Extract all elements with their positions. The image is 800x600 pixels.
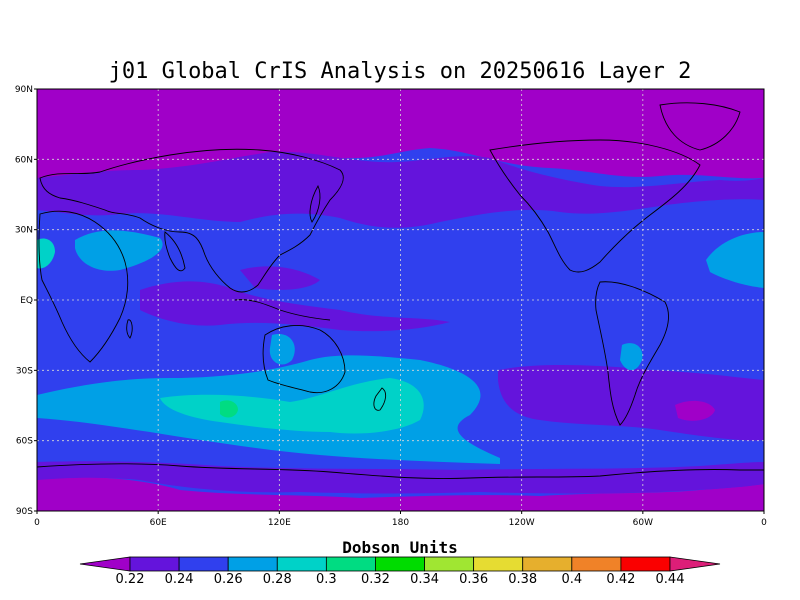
lat-tick-label: 30S [16,366,33,376]
south-america-band [620,343,643,371]
india-coastline [164,231,186,272]
lon-tick-label: 120W [509,518,535,528]
lon-tick-label: 60E [150,518,167,528]
colorbar-label: 0.34 [410,572,439,587]
new-zealand-coastline [373,387,387,411]
lat-tick-label: 90S [16,507,33,517]
lon-tick-label: 0 [34,518,40,528]
colorbar-label: 0.38 [508,572,537,587]
colorbar-swatch [522,556,573,572]
colorbar-label: 0.42 [606,572,635,587]
colorbar-label: 0.44 [656,572,685,587]
greenland-coastline [659,102,741,151]
colorbar-swatch [129,556,180,572]
lat-tick-label: EQ [20,296,33,306]
atlantic-east-band [706,232,764,288]
colorbar-label: 0.26 [214,572,243,587]
coastlines [37,102,764,479]
lat-tick-label: 90N [15,85,33,95]
map-gridlines [37,89,764,511]
antarctica-coastline [37,463,764,479]
indian-ocean-green-spot [220,400,238,418]
arabia-band [75,230,163,271]
colorbar-swatch [178,556,229,572]
antarctic-low-region [37,477,764,511]
colorbar-label: 0.24 [165,572,194,587]
north-america-coastline [489,139,701,273]
colorbar: 0.22 0.24 0.26 0.28 0.3 0.32 0.34 0.36 0.38 0.4 0.… [79,556,721,587]
madagascar-coastline [126,319,133,339]
lon-tick-label: 0 [761,518,767,528]
south-america-coastline [595,281,670,426]
lat-tick-label: 60N [15,155,33,165]
western-pacific-low-region [240,266,320,290]
japan-coastline [309,185,321,223]
colorbar-swatch [325,556,376,572]
southern-teal-core [160,378,424,434]
lat-tick-label: 30N [15,226,33,236]
africa-coastline [38,210,129,363]
colorbar-swatch [424,556,475,572]
australia-band [269,334,295,365]
south-atlantic-purple-spot [675,400,715,421]
colorbar-label: 0.28 [263,572,292,587]
colorbar-title: Dobson Units [342,538,458,557]
colorbar-label: 0.36 [459,572,488,587]
lon-tick-label: 60W [633,518,653,528]
colorbar-swatch [276,556,327,572]
lon-tick-label: 120E [268,518,291,528]
arabia-teal [37,238,55,269]
colorbar-label: 0.3 [316,572,337,587]
lon-tick-label: 180 [392,518,409,528]
colorbar-label: 0.4 [561,572,582,587]
eurasia-coastline [39,148,344,293]
colorbar-low-extension [79,556,131,572]
equatorial-low-region [140,281,450,332]
map-title: j01 Global CrIS Analysis on 20250616 Lay… [109,59,692,84]
colorbar-high-extension [669,556,721,572]
colorbar-label: 0.22 [116,572,145,587]
colorbar-label: 0.32 [361,572,390,587]
colorbar-swatch [571,556,622,572]
colorbar-swatch [227,556,278,572]
lat-tick-label: 60S [16,437,33,447]
colorbar-swatch [473,556,524,572]
australia-coastline [262,324,346,394]
southern-pacific-low-region [498,365,764,441]
colorbar-swatch [620,556,671,572]
colorbar-swatch [375,556,425,572]
